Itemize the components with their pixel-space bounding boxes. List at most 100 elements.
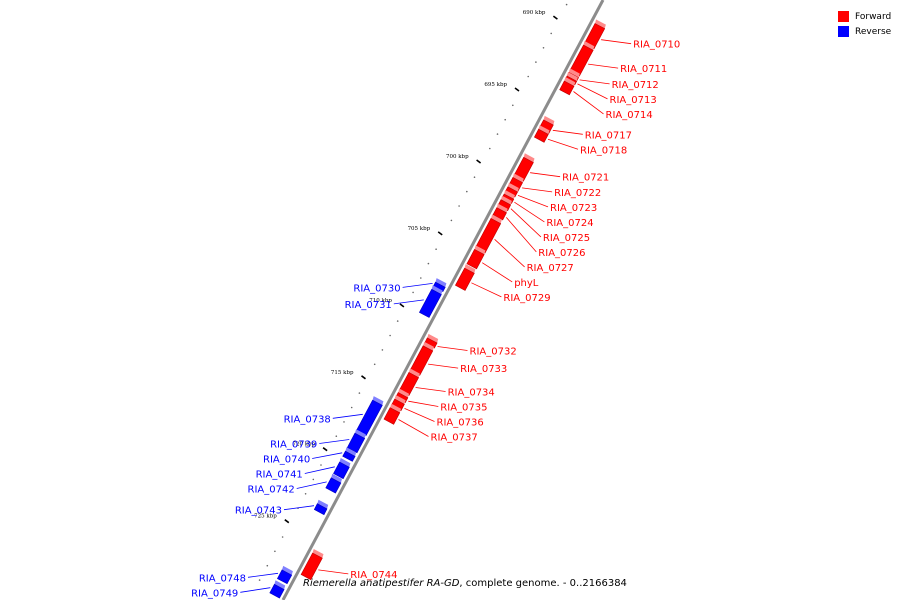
ruler-tick <box>322 447 328 452</box>
gene-RIA_0748 <box>276 569 293 585</box>
callout-RIA_0749 <box>240 587 271 593</box>
gene-phyL <box>466 248 485 270</box>
ruler-dot <box>335 435 338 438</box>
callout-RIA_0713 <box>577 83 608 100</box>
gene-RIA_0731 <box>418 288 442 318</box>
ruler-dot <box>350 406 353 409</box>
ruler-dot <box>358 392 361 394</box>
callout-RIA_0712 <box>579 79 610 85</box>
callout-RIA_0740 <box>312 452 343 459</box>
ruler-tick-label: 695 kbp <box>484 82 507 88</box>
ruler-tick <box>552 15 558 20</box>
gene-RIA_0739-top <box>354 429 366 439</box>
legend-entry-forward: Forward <box>838 9 891 24</box>
callout-RIA_0717 <box>552 129 583 135</box>
callout-RIA_0731 <box>393 299 424 305</box>
gene-RIA_0738-top <box>372 396 384 406</box>
callout-RIA_0722 <box>522 187 553 193</box>
organism-name: Riemerella anatipestifer RA-GD <box>303 578 460 589</box>
gene-label-RIA_0729: RIA_0729 <box>503 293 550 304</box>
gene-RIA_0726-top <box>496 203 508 213</box>
ruler-tick-label: 705 kbp <box>408 226 431 232</box>
sequence-range: , complete genome. - 0..2166384 <box>459 578 627 589</box>
ruler-tick <box>437 231 443 236</box>
gene-RIA_0711-top <box>583 41 595 51</box>
ruler-tick <box>284 519 290 524</box>
gene-RIA_0725-top <box>501 195 512 205</box>
legend-entry-reverse: Reverse <box>838 24 891 39</box>
ruler-dot <box>266 564 269 567</box>
gene-RIA_0723 <box>504 186 519 198</box>
ruler-dot <box>542 47 545 49</box>
gene-RIA_0711 <box>569 44 594 77</box>
ruler-tick <box>361 375 366 380</box>
gene-RIA_0723-top <box>507 182 519 192</box>
callout-RIA_0724 <box>514 201 545 223</box>
ruler-dot <box>450 219 453 222</box>
callout-RIA_0710 <box>601 39 632 45</box>
gene-label-RIA_0724: RIA_0724 <box>546 218 593 229</box>
gene-label-RIA_0744: RIA_0744 <box>350 570 397 581</box>
gene-label-RIA_0741: RIA_0741 <box>256 470 303 481</box>
gene-RIA_0714 <box>559 80 575 96</box>
callout-RIA_0718 <box>547 138 579 150</box>
ruler-dot <box>458 205 460 207</box>
forward-swatch <box>838 11 849 22</box>
callout-RIA_0738 <box>332 413 363 419</box>
gene-label-RIA_0730: RIA_0730 <box>353 283 400 294</box>
gene-label-RIA_0743: RIA_0743 <box>235 506 282 517</box>
strand-legend: Forward Reverse <box>838 9 891 39</box>
ruler-dot <box>535 61 537 63</box>
callout-RIA_0723 <box>517 195 549 208</box>
gene-RIA_0738 <box>356 399 383 436</box>
gene-label-RIA_0749: RIA_0749 <box>191 588 238 599</box>
ruler-dot <box>420 277 422 279</box>
ruler-dot <box>527 75 529 78</box>
ruler-dot <box>304 493 307 495</box>
gene-RIA_0741 <box>333 461 350 480</box>
callout-RIA_0737 <box>398 419 429 437</box>
gene-RIA_0737-top <box>390 403 401 413</box>
gene-RIA_0725 <box>497 199 512 212</box>
gene-RIA_0726 <box>492 207 507 221</box>
gene-RIA_0733-top <box>423 341 434 351</box>
callout-RIA_0725 <box>510 208 542 238</box>
ruler-tick-label: 715 kbp <box>331 370 354 376</box>
gene-label-RIA_0721: RIA_0721 <box>562 173 609 184</box>
gene-label-RIA_0742: RIA_0742 <box>248 485 295 496</box>
gene-label-RIA_0737: RIA_0737 <box>431 433 478 444</box>
ruler-dot <box>281 536 284 538</box>
ruler-tick <box>476 159 482 164</box>
reverse-swatch <box>838 26 849 37</box>
gene-RIA_0740-top <box>345 447 357 457</box>
gene-RIA_0734-top <box>408 368 420 378</box>
gene-RIA_0748-top <box>282 565 293 576</box>
callout-phyL <box>481 262 513 283</box>
ruler-dot <box>512 104 514 107</box>
ruler-dot <box>389 334 391 337</box>
ruler-dot <box>489 147 491 150</box>
gene-RIA_0717-top <box>543 115 555 125</box>
ruler-dot <box>550 32 552 35</box>
gene-label-RIA_0732: RIA_0732 <box>470 347 517 358</box>
ruler-dot <box>412 291 414 294</box>
ruler-dot <box>274 550 276 553</box>
callout-RIA_0734 <box>415 387 446 392</box>
gene-label-RIA_0740: RIA_0740 <box>263 455 310 466</box>
gene-RIA_0742 <box>325 477 342 494</box>
callout-RIA_0730 <box>402 283 433 288</box>
ruler-dot <box>373 363 376 366</box>
gene-RIA_0743 <box>313 503 328 516</box>
gene-RIA_0735-top <box>398 388 409 398</box>
gene-label-RIA_0727: RIA_0727 <box>527 263 574 274</box>
map-caption: Riemerella anatipestifer RA-GD, complete… <box>303 578 627 589</box>
gene-RIA_0721 <box>513 156 534 182</box>
gene-RIA_0710 <box>583 23 606 50</box>
ruler-dot <box>435 248 437 250</box>
gene-RIA_0734 <box>398 371 420 396</box>
callout-RIA_0735 <box>408 400 439 407</box>
gene-RIA_0712-top <box>568 68 580 78</box>
gene-label-RIA_0736: RIA_0736 <box>437 418 484 429</box>
